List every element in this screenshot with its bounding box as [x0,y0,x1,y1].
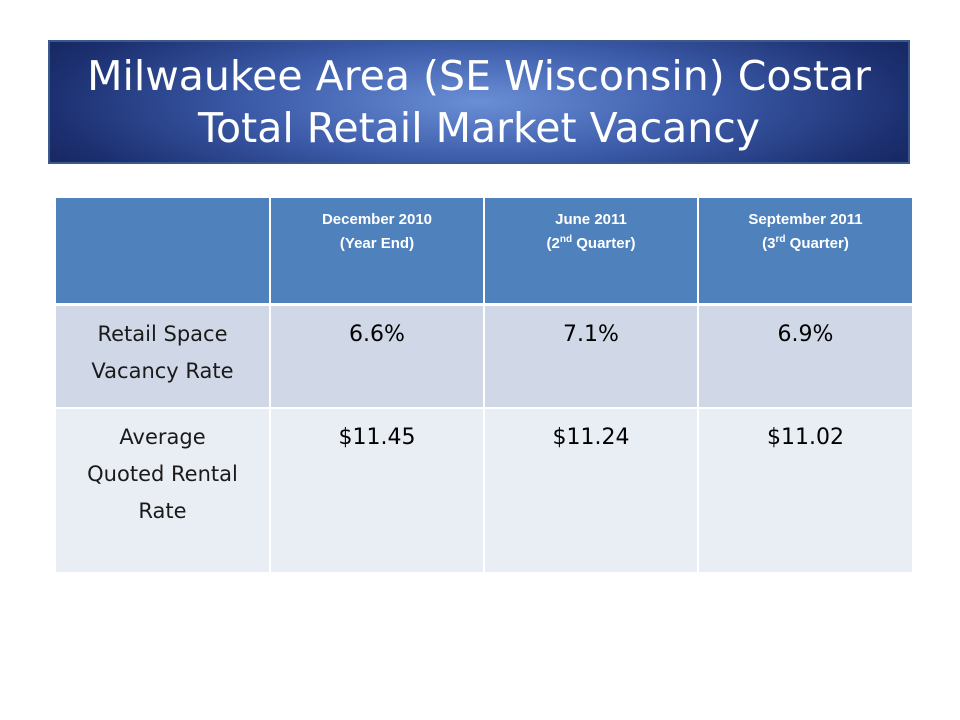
table-cell-value: 6.6% [270,304,485,409]
header-june-2011: June 2011 (2nd Quarter) [484,198,699,306]
table-cell-value: 7.1% [484,304,699,409]
header-empty-cell [56,198,271,306]
row-label-line: Rate [138,499,187,523]
header-subtitle-prefix: (2 [546,235,560,252]
row-label-line: Average [119,425,206,449]
title-line-2: Total Retail Market Vacancy [197,104,761,152]
header-subtitle-suffix: Quarter) [572,235,636,252]
table-cell-value: $11.24 [484,408,699,572]
header-september-2011: September 2011 (3rd Quarter) [698,198,912,306]
row-label-line: Quoted Rental [87,462,238,486]
table-header-row: December 2010 (Year End) June 2011 (2nd … [56,198,912,306]
header-period: September 2011 [748,211,863,228]
header-period: June 2011 [555,211,627,228]
ordinal-suffix: nd [559,234,573,245]
table-cell-value: $11.02 [698,408,912,572]
slide-title: Milwaukee Area (SE Wisconsin) Costar Tot… [48,40,910,164]
header-subtitle-prefix: (3 [762,235,776,252]
row-label-line: Retail Space [97,321,228,346]
row-label-line: Vacancy Rate [91,358,234,383]
title-line-1: Milwaukee Area (SE Wisconsin) Costar [87,52,871,100]
header-december-2010: December 2010 (Year End) [270,198,485,306]
table-row: Retail Space Vacancy Rate 6.6% 7.1% 6.9% [56,304,912,409]
table-cell-value: 6.9% [698,304,912,409]
vacancy-table: December 2010 (Year End) June 2011 (2nd … [56,198,912,572]
header-subtitle: (Year End) [339,235,415,252]
row-label-vacancy-rate: Retail Space Vacancy Rate [56,304,271,409]
header-period: December 2010 [321,211,433,228]
row-label-rental-rate: Average Quoted Rental Rate [56,408,271,572]
header-subtitle-suffix: Quarter) [785,235,849,252]
table-cell-value: $11.45 [270,408,485,572]
table-row: Average Quoted Rental Rate $11.45 $11.24… [56,408,912,572]
ordinal-suffix: rd [775,234,786,245]
